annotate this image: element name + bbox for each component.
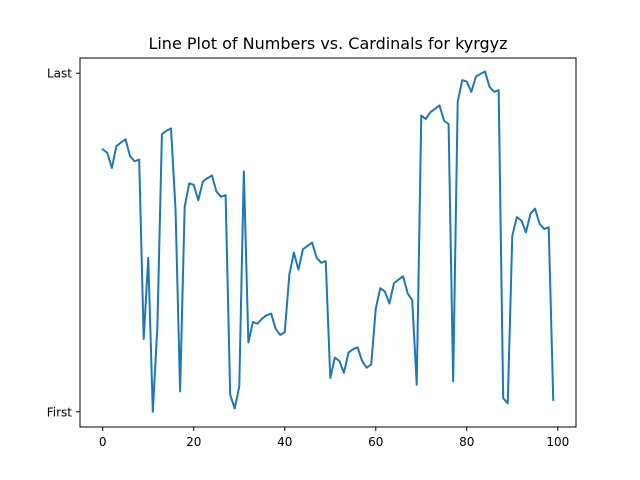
x-axis: 0 20 40 60 80 100 [99,427,569,449]
x-tick-label: 80 [459,435,474,449]
x-tick-label: 20 [186,435,201,449]
x-tick-label: 40 [277,435,292,449]
x-tick-label: 100 [546,435,569,449]
x-tick-label: 60 [368,435,383,449]
plot-area-frame [79,57,577,428]
x-tick-label: 0 [99,435,107,449]
y-axis: First Last [47,67,80,419]
chart-title: Line Plot of Numbers vs. Cardinals for k… [148,34,507,53]
y-tick-label: Last [47,67,72,81]
series-layer [101,70,555,413]
series-line-kyrgyz [101,70,555,413]
y-tick-label: First [47,405,73,419]
